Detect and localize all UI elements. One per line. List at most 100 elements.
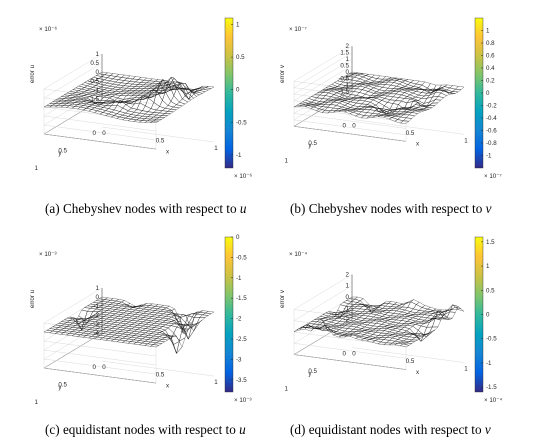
surface-cell — [413, 83, 423, 88]
surface-cell — [420, 320, 430, 323]
z-exponent-label: × 10⁻⁴ — [289, 251, 307, 258]
z-tick-label: -1 — [93, 87, 99, 94]
surface-cell — [147, 337, 157, 341]
z-grid-line — [43, 305, 157, 357]
surface-cell — [416, 302, 426, 308]
surface-cell — [106, 80, 117, 85]
x-axis-label: x — [166, 148, 170, 155]
surface-cell — [150, 327, 161, 331]
surface-cell — [403, 109, 413, 112]
surface-plot: 1 0 -1 -2 -3 -4 0 0.5 1 x 1 0.5 0 y error u × 10⁻³ 0 -0.5… — [29, 234, 252, 437]
y-tick-label: 0.5 — [308, 368, 317, 375]
surface-cell — [128, 95, 138, 99]
surface-cell — [397, 329, 408, 333]
surface-cell — [98, 301, 108, 304]
surface-cell — [151, 318, 161, 322]
colorbar-tick-label: -1.5 — [236, 295, 247, 302]
surface-cell — [99, 333, 110, 337]
surface-cell — [112, 86, 122, 90]
surface-cell — [360, 338, 371, 342]
surface-cell — [405, 114, 416, 119]
surface-cell — [405, 299, 414, 305]
surface-cell — [165, 305, 176, 311]
surface-cell — [358, 323, 368, 328]
z-grid-line — [293, 274, 407, 325]
surface-cell — [112, 76, 122, 80]
z-grid-line — [43, 62, 157, 114]
surface-cell — [98, 305, 108, 309]
surface-cell — [360, 73, 370, 76]
surface-cell — [392, 328, 402, 332]
surface-cell — [125, 110, 135, 115]
surface-cell — [125, 330, 135, 334]
z-axis-label: error v — [279, 64, 286, 83]
surface-cell — [57, 329, 68, 333]
surface-cell — [142, 324, 152, 327]
surface-cell — [409, 98, 419, 101]
surface-cell — [103, 82, 114, 87]
surface-cell — [356, 85, 366, 90]
surface-cell — [121, 74, 131, 79]
surface-cell — [376, 93, 385, 96]
surface-cell — [410, 308, 420, 313]
surface-cell — [104, 297, 114, 301]
surface-cell — [117, 310, 128, 313]
z-exponent-label: × 10⁻⁶ — [39, 26, 57, 33]
subfigure-caption: (d) equidistant nodes with respect to v — [290, 422, 491, 437]
surface-cell — [112, 309, 122, 313]
surface-cell — [69, 322, 79, 326]
z-grid-line — [293, 58, 407, 110]
surface-cell — [150, 335, 160, 339]
surface-cell — [153, 325, 164, 329]
z-tick-label: 2 — [346, 43, 350, 50]
surface-cell — [108, 332, 118, 336]
surface-cell — [66, 328, 76, 332]
surface-cell — [202, 312, 212, 316]
surface-cell — [154, 317, 164, 320]
x-axis-line — [101, 360, 215, 377]
surface-cell — [404, 79, 414, 83]
surface-cell — [150, 331, 160, 335]
colorbar-tick-label: -1 — [486, 153, 492, 160]
surface-cell — [400, 327, 411, 331]
colorbar-tick-label: 0 — [236, 87, 240, 94]
surface-cell — [173, 104, 183, 109]
surface-cell — [142, 332, 152, 336]
surface-cell — [111, 313, 122, 317]
surface-cell — [141, 341, 152, 344]
surface-cell — [415, 94, 425, 99]
caption-variable: u — [239, 422, 246, 437]
surface-cell — [109, 298, 120, 302]
surface-cell — [122, 336, 132, 340]
surface-cell — [154, 312, 164, 316]
surface-cell — [396, 308, 406, 313]
surface-cell — [165, 322, 175, 326]
colorbar-tick-label: -0.5 — [486, 336, 497, 343]
surface-cell — [106, 300, 117, 303]
z-grid-line — [293, 46, 407, 97]
surface-cell — [120, 321, 130, 324]
surface-cell — [136, 113, 146, 117]
surface-cell — [146, 305, 156, 309]
surface-cell — [325, 319, 335, 323]
surface-cell — [97, 318, 108, 321]
colorbar-tick-label: -0.5 — [236, 119, 247, 126]
caption-variable: v — [485, 422, 491, 437]
surface-cell — [136, 340, 146, 344]
surface-cell — [106, 304, 117, 308]
surface-plot: 2 1 0 -1 -2 0 0.5 1 x 1 0.5 0 y error v × 10⁻⁴ 1.5 1 0.5 0… — [279, 236, 502, 437]
surface-cell — [120, 312, 130, 316]
surface-cell — [108, 328, 118, 331]
surface-cell — [106, 312, 116, 316]
surface-cell — [114, 316, 125, 319]
surface-cell — [130, 339, 140, 343]
surface-cell — [122, 112, 132, 117]
surface-cell — [141, 336, 152, 340]
surface-cell — [115, 299, 125, 303]
surface-cell — [143, 307, 153, 310]
surface-cell — [156, 323, 166, 327]
colorbar-tick-label: -0.2 — [486, 103, 497, 110]
surface-cell — [205, 311, 215, 314]
surface-cell — [52, 324, 62, 328]
surface-cell — [367, 313, 377, 318]
